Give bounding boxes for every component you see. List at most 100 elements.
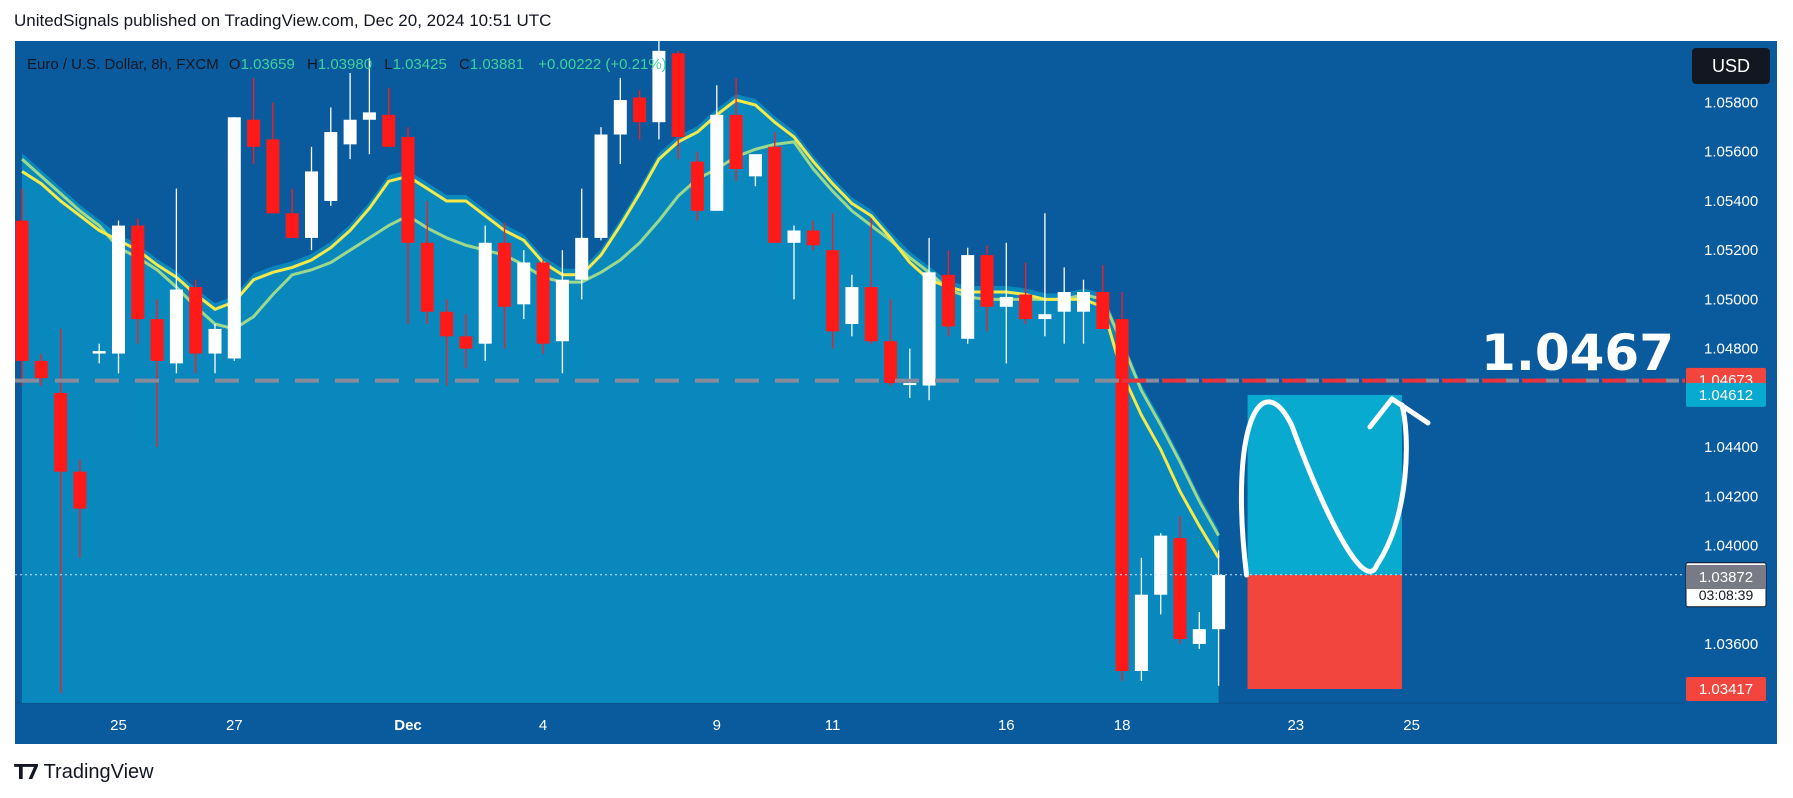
candle[interactable] — [478, 225, 492, 361]
candle[interactable] — [362, 58, 376, 155]
y-tick-label: 1.04000 — [1704, 537, 1758, 554]
projection-arrow-head[interactable] — [1367, 396, 1431, 430]
candle[interactable] — [536, 260, 550, 354]
candle[interactable] — [961, 247, 975, 344]
y-tick-label: 1.04400 — [1704, 439, 1758, 456]
stop-zone[interactable] — [1247, 575, 1402, 689]
candle[interactable] — [420, 200, 434, 325]
candle[interactable] — [1173, 515, 1187, 644]
long-position-tool[interactable] — [1247, 394, 1402, 689]
candle[interactable] — [806, 220, 820, 251]
candle-body — [1134, 594, 1148, 672]
candle[interactable] — [285, 188, 299, 238]
candle[interactable] — [1096, 264, 1110, 329]
candle[interactable] — [594, 127, 608, 241]
candle[interactable] — [54, 328, 68, 694]
candle[interactable] — [73, 459, 87, 558]
candle[interactable] — [1038, 213, 1052, 337]
candle-body — [1115, 319, 1129, 672]
candle[interactable] — [575, 188, 589, 300]
candle[interactable] — [459, 314, 473, 369]
candle[interactable] — [517, 250, 531, 320]
candle-body — [710, 114, 724, 211]
candle-body — [266, 139, 280, 214]
candle[interactable] — [189, 279, 203, 374]
candle-body — [150, 319, 164, 361]
candle-body — [54, 392, 68, 472]
candle[interactable] — [382, 87, 396, 147]
candle[interactable] — [1057, 267, 1071, 344]
candle[interactable] — [1115, 292, 1129, 681]
annotation-price-text[interactable]: 1.0467 — [1481, 324, 1674, 382]
candle[interactable] — [729, 77, 743, 182]
candle[interactable] — [787, 225, 801, 300]
x-tick-label: 23 — [1287, 717, 1304, 734]
candle[interactable] — [1154, 533, 1168, 615]
x-tick-label: 25 — [1403, 717, 1420, 734]
candle[interactable] — [34, 353, 48, 386]
candles[interactable] — [15, 41, 1226, 694]
candle[interactable] — [613, 77, 627, 165]
candle-body — [768, 146, 782, 243]
candle[interactable] — [652, 41, 666, 140]
candle-body — [478, 242, 492, 344]
candle[interactable] — [845, 274, 859, 337]
candle-body — [459, 336, 473, 349]
candle[interactable] — [227, 117, 241, 361]
x-tick-label: 27 — [226, 717, 243, 734]
candle[interactable] — [555, 250, 569, 374]
candle[interactable] — [1212, 550, 1226, 686]
candle[interactable] — [710, 85, 724, 211]
candle[interactable] — [112, 220, 125, 374]
candle[interactable] — [150, 299, 164, 448]
candle-body — [555, 279, 569, 342]
candle[interactable] — [864, 218, 878, 344]
candle[interactable] — [826, 213, 840, 349]
candle-body — [227, 117, 241, 359]
projection-drawing[interactable] — [1238, 396, 1431, 578]
currency-button[interactable]: USD — [1692, 48, 1770, 84]
candle[interactable] — [401, 127, 415, 325]
candle[interactable] — [884, 299, 897, 386]
candle[interactable] — [305, 146, 318, 251]
candle[interactable] — [92, 343, 106, 364]
candle[interactable] — [169, 188, 183, 374]
projection-curve[interactable] — [1238, 399, 1409, 578]
candle[interactable] — [922, 237, 936, 401]
candle-body — [285, 213, 299, 238]
candle-body — [189, 287, 203, 354]
candle[interactable] — [768, 132, 782, 243]
candle-body — [961, 255, 975, 339]
candle[interactable] — [498, 223, 511, 349]
legend-symbol[interactable]: Euro / U.S. Dollar, 8h, FXCM — [27, 56, 219, 73]
candle[interactable] — [15, 188, 29, 386]
legend-open-value: 1.03659 — [241, 56, 295, 73]
candle[interactable] — [633, 90, 647, 140]
tradingview-brand[interactable]: T7 TradingView — [14, 760, 154, 784]
candle[interactable] — [1077, 279, 1090, 344]
candle[interactable] — [208, 324, 222, 374]
x-tick-label: 4 — [539, 717, 547, 734]
candle[interactable] — [324, 107, 338, 206]
candle-body — [1154, 535, 1168, 595]
time-scale-panel[interactable] — [15, 703, 1685, 744]
candle[interactable] — [247, 77, 261, 165]
candle[interactable] — [999, 242, 1013, 364]
candle[interactable] — [1134, 557, 1148, 681]
candle[interactable] — [941, 250, 955, 337]
candle[interactable] — [691, 151, 704, 221]
target-zone[interactable] — [1247, 394, 1402, 576]
price-badges: 1.046731.046121.0388103:08:391.038721.03… — [1685, 367, 1767, 701]
candle[interactable] — [980, 245, 994, 332]
candle[interactable] — [266, 102, 280, 214]
y-tick-label: 1.04800 — [1704, 341, 1758, 358]
candle[interactable] — [1019, 262, 1033, 325]
candle[interactable] — [903, 348, 917, 398]
candle[interactable] — [343, 72, 357, 160]
candle[interactable] — [748, 154, 762, 187]
candle[interactable] — [671, 50, 685, 160]
candle[interactable] — [131, 218, 145, 344]
candle[interactable] — [1192, 611, 1206, 649]
candle[interactable] — [440, 299, 454, 386]
